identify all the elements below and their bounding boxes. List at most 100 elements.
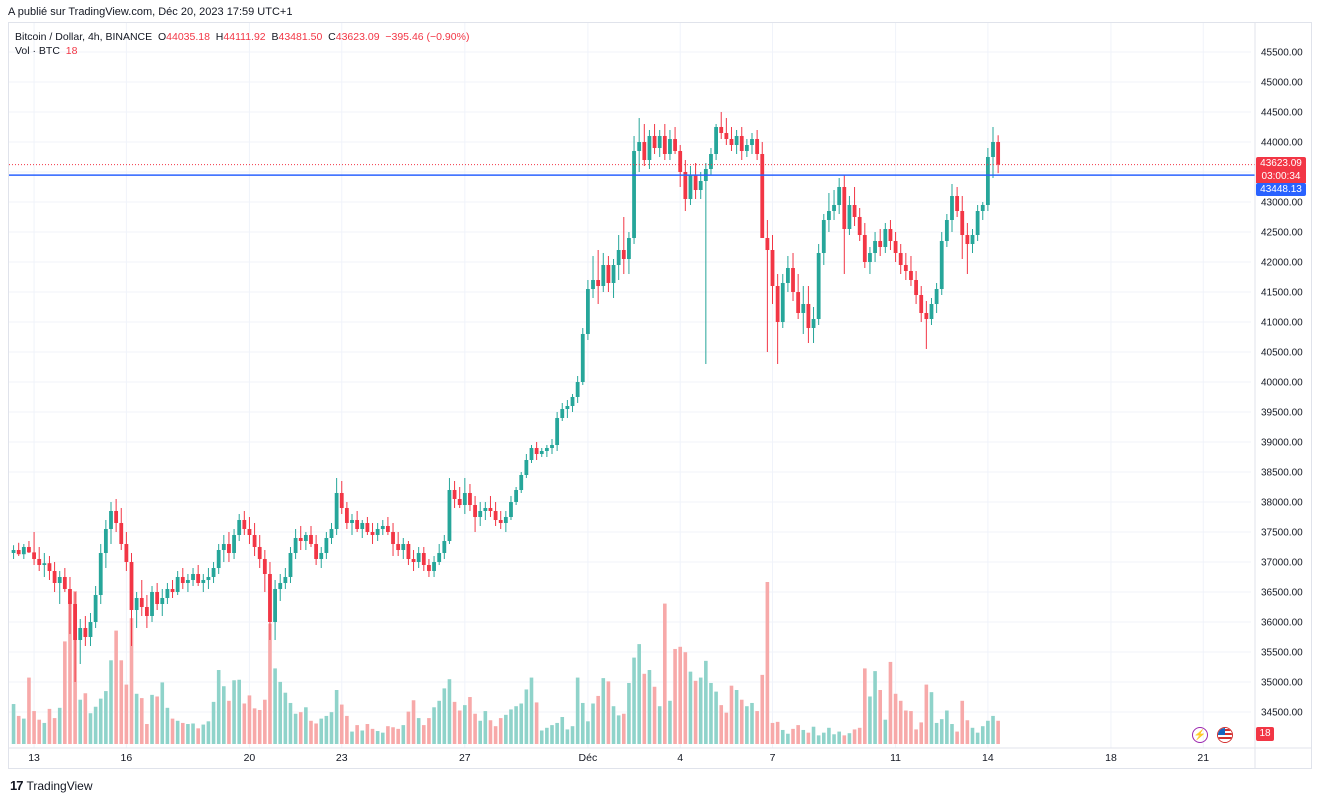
- volume-bar: [760, 674, 765, 744]
- volume-bar: [222, 686, 226, 744]
- candle-body: [365, 523, 370, 532]
- volume-bar: [939, 719, 944, 744]
- y-tick-label: 39000.00: [1261, 438, 1303, 449]
- candle-body: [570, 397, 575, 406]
- volume-bar: [796, 725, 800, 744]
- candle: [268, 562, 272, 640]
- candle: [955, 187, 960, 217]
- candle-body: [421, 553, 426, 565]
- y-tick-label: 39500.00: [1261, 408, 1303, 419]
- volume-bar: [83, 693, 88, 744]
- candle-body: [647, 136, 652, 160]
- volume-bar: [545, 727, 549, 744]
- volume-bar: [668, 700, 672, 744]
- candle: [98, 544, 103, 604]
- volume-bar: [42, 722, 47, 744]
- candle: [755, 130, 760, 160]
- candle: [888, 220, 893, 250]
- candle-body: [688, 175, 693, 199]
- lightning-icon[interactable]: ⚡: [1192, 727, 1208, 743]
- candle-body: [411, 559, 416, 562]
- volume-bar: [888, 661, 893, 744]
- candle-body: [898, 253, 903, 265]
- candle-body: [950, 196, 954, 220]
- volume-bar: [483, 711, 488, 744]
- candle-layer: [11, 112, 1001, 682]
- volume-bar: [52, 718, 57, 744]
- candle: [293, 529, 298, 559]
- volume-bar: [719, 705, 724, 744]
- candle-body: [503, 517, 508, 523]
- candle: [698, 172, 703, 199]
- candle-body: [391, 532, 395, 544]
- candle-body: [98, 553, 103, 595]
- us-flag-icon[interactable]: [1217, 727, 1233, 743]
- candle: [647, 130, 652, 169]
- volume-bar: [180, 722, 185, 744]
- candle-body: [309, 535, 313, 544]
- legend-low: 43481.50: [278, 31, 323, 43]
- candle-body: [565, 406, 570, 409]
- candle: [939, 232, 944, 295]
- volume-bar: [401, 725, 406, 744]
- candle-body: [73, 604, 77, 640]
- y-tick-label: 38500.00: [1261, 468, 1303, 479]
- volume-bar: [606, 681, 611, 744]
- x-tick-label: 23: [336, 752, 348, 764]
- y-tick-label: 44500.00: [1261, 108, 1303, 119]
- candle: [524, 454, 529, 478]
- candle-body: [642, 142, 647, 160]
- candle: [278, 574, 283, 601]
- volume-bar: [960, 700, 965, 744]
- volume-bar: [324, 715, 329, 744]
- candle-body: [314, 544, 319, 559]
- candle-body: [652, 136, 657, 148]
- volume-bar: [909, 711, 913, 744]
- candle: [811, 307, 816, 343]
- candle: [632, 136, 636, 244]
- candle: [627, 232, 631, 274]
- candle-body: [939, 241, 944, 289]
- candle-body: [129, 562, 134, 610]
- volume-bar: [268, 623, 272, 744]
- chart-svg[interactable]: 34500.00 35000.00 35500.00 36000.00 36500.00…: [9, 23, 1311, 768]
- candle: [73, 592, 77, 682]
- tradingview-logo-text: TradingView: [26, 778, 93, 793]
- volume-bar: [657, 706, 662, 744]
- candle: [657, 130, 662, 157]
- volume-bar: [57, 707, 62, 744]
- x-tick-label: 7: [770, 752, 776, 764]
- candle: [160, 589, 165, 616]
- legend-open-label: O: [157, 31, 167, 43]
- candle: [775, 274, 780, 364]
- candle: [878, 229, 883, 256]
- volume-bar: [842, 735, 847, 744]
- candle: [432, 556, 436, 577]
- volume-bar: [319, 718, 324, 744]
- candle: [329, 523, 334, 544]
- volume-bar: [375, 731, 380, 744]
- volume-bar: [416, 718, 421, 744]
- volume-bar: [791, 728, 795, 744]
- y-tick-label: 44000.00: [1261, 138, 1303, 149]
- volume-bar: [852, 729, 857, 744]
- candle-body: [324, 538, 329, 553]
- candle-body: [857, 217, 862, 235]
- chart-frame[interactable]: 34500.00 35000.00 35500.00 36000.00 36500.00…: [8, 22, 1312, 769]
- candle: [903, 253, 908, 280]
- volume-bar: [780, 729, 785, 744]
- candle: [575, 376, 580, 403]
- volume-bar: [627, 682, 631, 744]
- volume-bar: [504, 714, 508, 744]
- candle-body: [591, 280, 595, 289]
- candle-body: [242, 520, 247, 529]
- tradingview-logo[interactable]: 17 TradingView: [10, 778, 93, 793]
- legend-open: 44035.18: [166, 31, 210, 43]
- candle: [42, 553, 47, 577]
- volume-bar: [898, 700, 903, 744]
- candle-body: [360, 523, 365, 529]
- volume-bar: [468, 697, 472, 744]
- candle: [898, 244, 903, 274]
- candle-body: [929, 304, 934, 319]
- candle-body: [334, 493, 339, 529]
